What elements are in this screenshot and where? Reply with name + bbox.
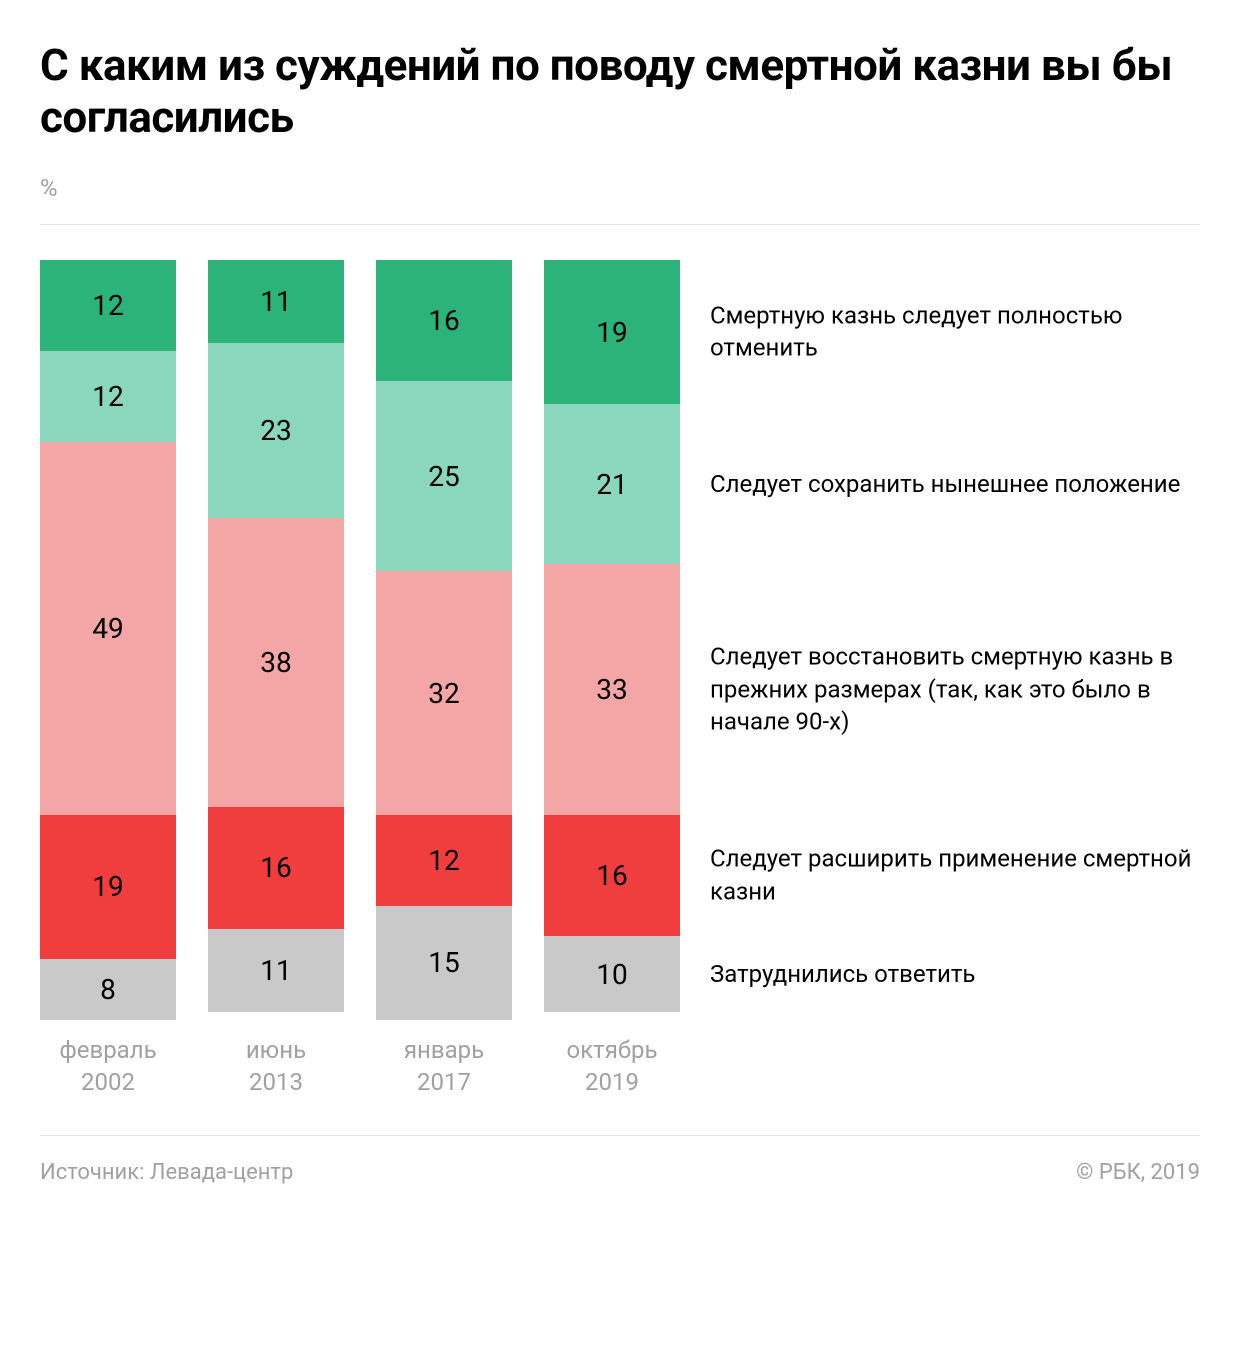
bottom-divider xyxy=(40,1135,1200,1136)
bar-segment: 12 xyxy=(40,351,176,442)
legend-item: Смертную казнь следует полностью отменит… xyxy=(710,300,1200,365)
stacked-bar: 1921331610 xyxy=(544,260,680,1020)
chart-area: 121249198февраль 20021123381611июнь 2013… xyxy=(40,225,1200,1109)
category-label: февраль 2002 xyxy=(59,1034,156,1099)
bar-segment: 49 xyxy=(40,442,176,814)
legend-item: Следует сохранить нынешнее положение xyxy=(710,468,1200,500)
bar-segment: 21 xyxy=(544,404,680,564)
bar-segment: 19 xyxy=(544,260,680,404)
bar-column: 1625321215 январь 2017 xyxy=(376,260,512,1099)
source-label: Источник: Левада-центр xyxy=(40,1160,293,1185)
category-label: октябрь 2019 xyxy=(567,1034,658,1099)
bar-segment: 12 xyxy=(40,260,176,351)
bar-segment: 16 xyxy=(376,260,512,382)
bar-segment: 25 xyxy=(376,381,512,571)
chart-container: С каким из суждений по поводу смертной к… xyxy=(0,0,1240,1215)
bar-column: 1123381611июнь 2013 xyxy=(208,260,344,1099)
chart-title: С каким из суждений по поводу смертной к… xyxy=(40,40,1200,144)
legend-item: Следует восстановить смертную казнь в пр… xyxy=(710,641,1200,738)
bar-segment: 16 xyxy=(544,815,680,937)
bar-segment: 12 xyxy=(376,815,512,906)
legend: Смертную казнь следует полностью отменит… xyxy=(680,260,1200,1020)
legend-item: Затруднились ответить xyxy=(710,958,1200,990)
bar-segment: 11 xyxy=(208,929,344,1013)
stacked-bar: 1123381611 xyxy=(208,260,344,1020)
unit-label: % xyxy=(40,174,1200,202)
category-label: январь 2017 xyxy=(404,1034,484,1099)
legend-item: Следует расширить применение смертной ка… xyxy=(710,843,1200,908)
bar-segment: 38 xyxy=(208,518,344,807)
copyright-label: © РБК, 2019 xyxy=(1076,1160,1200,1185)
bar-segment: 19 xyxy=(40,815,176,959)
footer: Источник: Левада-центр © РБК, 2019 xyxy=(40,1160,1200,1185)
bar-columns: 121249198февраль 20021123381611июнь 2013… xyxy=(40,260,680,1099)
bar-segment: 8 xyxy=(40,959,176,1020)
bar-segment: 11 xyxy=(208,260,344,344)
bar-segment: 16 xyxy=(208,807,344,929)
bar-column: 121249198февраль 2002 xyxy=(40,260,176,1099)
stacked-bar: 121249198 xyxy=(40,260,176,1020)
bar-segment: 23 xyxy=(208,343,344,518)
stacked-bar: 1625321215 xyxy=(376,260,512,1020)
bar-segment: 32 xyxy=(376,571,512,814)
bar-column: 1921331610 октябрь 2019 xyxy=(544,260,680,1099)
bar-segment: 33 xyxy=(544,564,680,815)
category-label: июнь 2013 xyxy=(246,1034,306,1099)
bar-segment: 15 xyxy=(376,906,512,1020)
bar-segment: 10 xyxy=(544,936,680,1012)
